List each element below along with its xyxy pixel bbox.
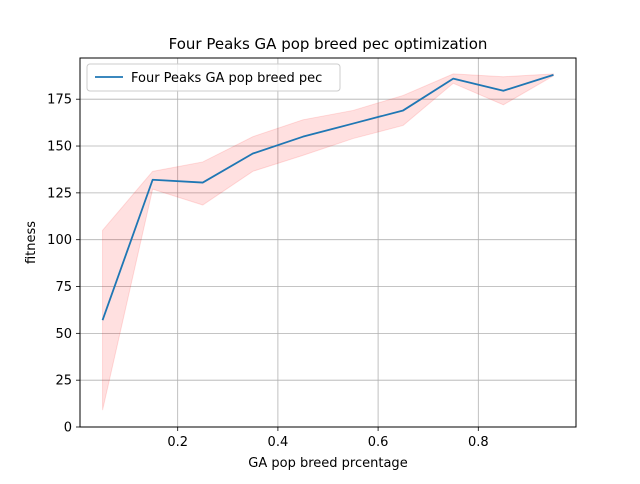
y-tick-label: 50 xyxy=(55,327,72,342)
y-tick-label: 25 xyxy=(55,374,72,389)
plot-frame xyxy=(79,57,577,428)
series-line xyxy=(101,74,554,321)
legend-label: Four Peaks GA pop breed pec xyxy=(131,71,322,86)
x-axis-label: GA pop breed prcentage xyxy=(248,456,407,471)
x-tick-label: 0.6 xyxy=(368,435,389,450)
y-axis-label: fitness xyxy=(24,221,39,264)
tick-layer: 0.2 0.4 0.6 0.8 0 25 50 75 100 125 150 175 xyxy=(47,93,488,450)
y-tick-label: 175 xyxy=(47,93,72,108)
x-tick-label: 0.2 xyxy=(167,435,188,450)
grid-layer xyxy=(80,58,576,428)
x-tick-label: 0.8 xyxy=(468,435,489,450)
y-tick-label: 100 xyxy=(47,233,72,248)
y-tick-label: 150 xyxy=(47,140,72,155)
y-tick-label: 125 xyxy=(47,186,72,201)
legend: Four Peaks GA pop breed pec xyxy=(86,63,341,92)
x-tick-label: 0.4 xyxy=(268,435,289,450)
line-layer xyxy=(101,74,554,321)
y-tick-label: 75 xyxy=(55,280,72,295)
legend-box xyxy=(86,63,341,92)
y-tick-label: 0 xyxy=(64,421,72,436)
chart-title: Four Peaks GA pop breed pec optimization xyxy=(169,35,488,53)
